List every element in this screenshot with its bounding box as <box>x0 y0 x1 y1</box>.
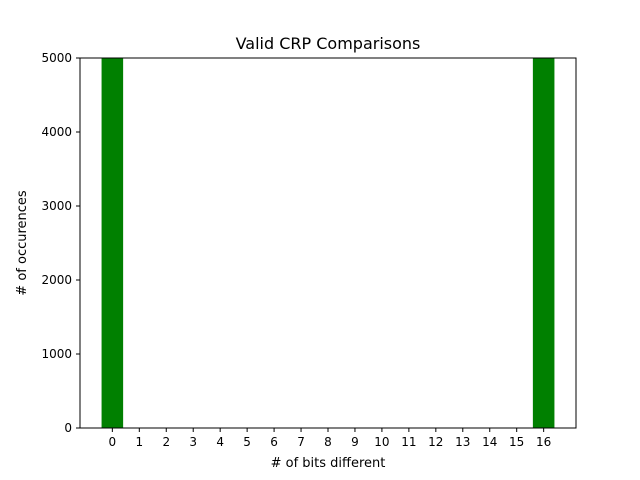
x-axis-label: # of bits different <box>271 456 386 471</box>
x-tick-label: 2 <box>162 435 170 449</box>
x-tick-label: 7 <box>297 435 305 449</box>
x-tick-label: 3 <box>189 435 197 449</box>
bars <box>101 58 555 428</box>
y-axis-ticks: 0 1000 2000 3000 4000 5000 <box>41 51 80 435</box>
y-tick-label: 1000 <box>41 347 72 361</box>
x-tick-label: 1 <box>135 435 143 449</box>
x-tick-label: 4 <box>216 435 224 449</box>
x-tick-label: 10 <box>374 435 389 449</box>
y-axis-label: # of occurences <box>15 190 30 296</box>
x-tick-label: 16 <box>536 435 551 449</box>
y-tick-label: 0 <box>64 421 72 435</box>
x-tick-label: 0 <box>109 435 117 449</box>
x-tick-label: 13 <box>455 435 470 449</box>
y-tick-label: 3000 <box>41 199 72 213</box>
y-tick-label: 4000 <box>41 125 72 139</box>
y-tick-label: 2000 <box>41 273 72 287</box>
x-tick-label: 8 <box>324 435 332 449</box>
x-tick-label: 6 <box>270 435 278 449</box>
x-tick-label: 14 <box>482 435 497 449</box>
x-tick-label: 9 <box>351 435 359 449</box>
x-tick-label: 15 <box>509 435 524 449</box>
bar-16 <box>532 58 555 428</box>
x-axis-ticks: 0 1 2 3 4 5 6 7 8 9 10 11 12 13 14 15 16 <box>109 428 551 449</box>
x-tick-label: 12 <box>428 435 443 449</box>
chart-title: Valid CRP Comparisons <box>236 34 421 53</box>
x-tick-label: 11 <box>401 435 416 449</box>
y-tick-label: 5000 <box>41 51 72 65</box>
plot-area-frame <box>79 57 577 429</box>
bar-0 <box>101 58 124 428</box>
x-tick-label: 5 <box>243 435 251 449</box>
